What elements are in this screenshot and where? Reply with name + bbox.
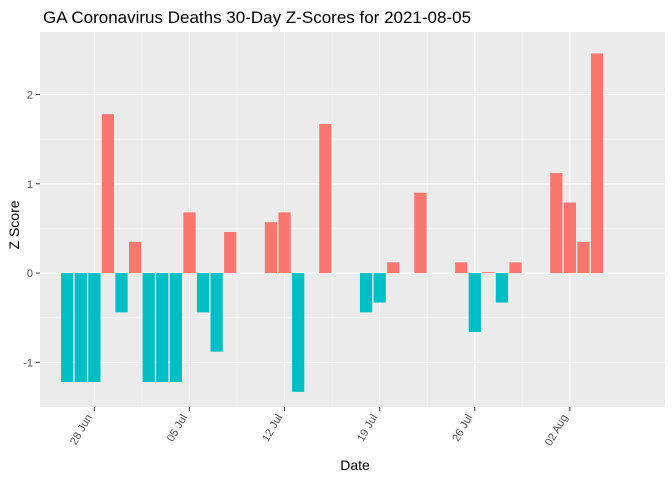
bar bbox=[210, 273, 223, 352]
bars bbox=[61, 53, 604, 392]
bar bbox=[387, 262, 400, 274]
bar bbox=[264, 222, 278, 274]
x-tick-label: 26 Jul bbox=[450, 413, 475, 444]
bar bbox=[373, 273, 386, 303]
bar bbox=[414, 192, 427, 274]
y-tick-label: 0 bbox=[27, 268, 33, 280]
x-tick-label: 28 Jun bbox=[68, 413, 95, 448]
y-tick-label: 1 bbox=[27, 179, 33, 191]
bar bbox=[61, 273, 74, 382]
bar bbox=[359, 273, 373, 313]
bar bbox=[495, 273, 509, 303]
bar bbox=[142, 273, 155, 382]
bar bbox=[278, 212, 291, 274]
bar bbox=[509, 262, 522, 274]
bar bbox=[590, 53, 604, 274]
x-axis-title: Date bbox=[340, 457, 370, 473]
bar bbox=[468, 273, 481, 332]
bar bbox=[224, 232, 237, 274]
bar bbox=[156, 273, 169, 382]
bar bbox=[183, 212, 196, 274]
bar bbox=[319, 123, 332, 274]
bar bbox=[550, 173, 563, 274]
bar bbox=[455, 262, 468, 274]
bar bbox=[128, 241, 142, 274]
bar bbox=[577, 241, 590, 274]
y-tick-label: -1 bbox=[23, 357, 33, 369]
bar bbox=[482, 272, 495, 274]
y-axis-title: Z Score bbox=[6, 200, 22, 249]
y-axis: -1 0 1 2 bbox=[23, 90, 40, 369]
bar bbox=[74, 273, 87, 382]
x-axis: 28 Jun 05 Jul 12 Jul 19 Jul 26 Jul 02 Aug bbox=[68, 407, 570, 448]
bar bbox=[88, 273, 101, 382]
chart-title: GA Coronavirus Deaths 30-Day Z-Scores fo… bbox=[43, 8, 471, 27]
x-tick-label: 02 Aug bbox=[543, 413, 571, 449]
bar bbox=[563, 202, 577, 274]
y-tick-label: 2 bbox=[27, 90, 33, 102]
x-tick-label: 19 Jul bbox=[355, 413, 380, 444]
bar bbox=[101, 114, 115, 274]
bar bbox=[292, 273, 305, 392]
bar bbox=[115, 273, 128, 313]
x-tick-label: 12 Jul bbox=[260, 413, 285, 444]
bar bbox=[196, 273, 210, 313]
bar bbox=[169, 273, 182, 382]
x-tick-label: 05 Jul bbox=[165, 413, 190, 444]
